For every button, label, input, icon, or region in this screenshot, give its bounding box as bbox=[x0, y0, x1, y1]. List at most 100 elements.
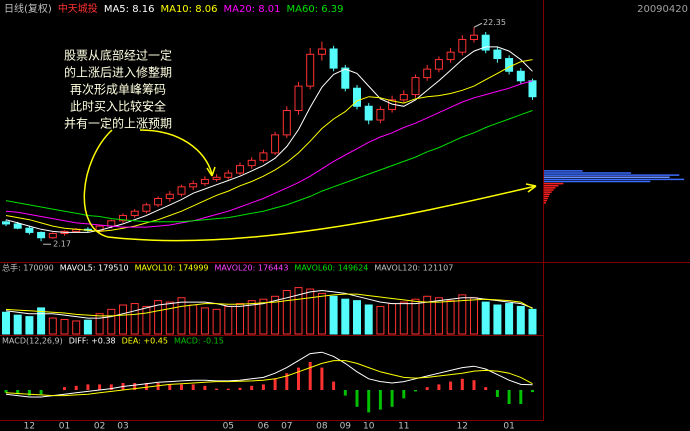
ma-line bbox=[5, 59, 533, 232]
x-tick-label: 12 bbox=[457, 422, 468, 431]
ma-line bbox=[5, 110, 533, 223]
candle-body bbox=[25, 227, 34, 233]
volume-bar bbox=[329, 295, 338, 335]
x-tick-label: 05 bbox=[223, 422, 234, 431]
low-label: 2.17 bbox=[53, 240, 71, 249]
arrow-head bbox=[206, 166, 216, 177]
candle-body bbox=[107, 220, 116, 227]
candle-body bbox=[48, 232, 57, 239]
x-tick-label: 09 bbox=[340, 422, 352, 431]
candle-body bbox=[200, 178, 209, 185]
volume-bar bbox=[271, 295, 280, 335]
candle-body bbox=[364, 105, 373, 121]
candle-body bbox=[493, 49, 502, 60]
annotation-arrows bbox=[83, 129, 537, 242]
volume-bar bbox=[119, 304, 127, 335]
volume-bar bbox=[247, 300, 256, 335]
candle-body bbox=[37, 231, 46, 239]
candle-body bbox=[341, 67, 350, 89]
x-tick-label: 01 bbox=[59, 422, 70, 431]
volume-bar bbox=[423, 295, 432, 335]
x-tick-label: 12 bbox=[24, 422, 35, 431]
x-tick-label: 10 bbox=[363, 422, 375, 431]
candle-body bbox=[119, 214, 127, 222]
annotation-text: 此时买入比较安全 bbox=[70, 99, 166, 114]
candle-body bbox=[411, 77, 420, 96]
volume-bar bbox=[411, 298, 420, 335]
annotation-text: 并有一定的上涨预期 bbox=[64, 116, 172, 131]
arrow bbox=[139, 129, 213, 175]
x-tick-label: 08 bbox=[316, 422, 328, 431]
candle-body bbox=[2, 221, 10, 225]
candle-body bbox=[329, 48, 338, 69]
legend-entry: 日线(复权) bbox=[4, 2, 52, 15]
volume-bar bbox=[458, 294, 467, 335]
volume-bar bbox=[165, 301, 174, 335]
candle-body bbox=[212, 176, 221, 180]
candle-body bbox=[13, 223, 22, 229]
high-label: 22.35 bbox=[483, 18, 506, 27]
volume-bar bbox=[388, 303, 397, 335]
volume-bar bbox=[200, 307, 209, 335]
volume-bar bbox=[189, 304, 198, 335]
ma-line bbox=[5, 80, 533, 228]
x-tick-label: 02 bbox=[94, 422, 105, 431]
candle-body bbox=[458, 38, 467, 53]
volume-bar bbox=[130, 303, 139, 335]
volume-bar bbox=[37, 307, 46, 335]
volume-bar bbox=[2, 311, 10, 335]
volume-bar bbox=[364, 304, 373, 335]
legend-entry: MA20: 8.01 bbox=[223, 4, 280, 15]
volume-bar bbox=[259, 298, 268, 335]
candle-body bbox=[446, 51, 455, 61]
candle-body bbox=[142, 204, 151, 212]
legend-entry: DIFF: +0.38 bbox=[69, 337, 116, 346]
legend-entry: MAVOL20: 176443 bbox=[215, 264, 289, 273]
volume-bar bbox=[505, 303, 514, 335]
legend-entry: MAVOL120: 121107 bbox=[374, 264, 453, 273]
candle-body bbox=[353, 87, 361, 107]
annotation-text: 再次形成单峰筹码 bbox=[70, 83, 166, 97]
x-tick-label: 11 bbox=[398, 422, 409, 431]
volume-bar bbox=[516, 305, 525, 335]
candle-body bbox=[224, 172, 233, 178]
candle-body bbox=[236, 165, 244, 174]
volume-bar bbox=[306, 288, 315, 335]
candle-body bbox=[154, 198, 163, 206]
volume-bar bbox=[282, 290, 291, 335]
date: 20090420 bbox=[637, 4, 688, 15]
candle-body bbox=[247, 159, 256, 167]
x-tick-label: 01 bbox=[503, 422, 514, 431]
volume-bar bbox=[528, 308, 537, 335]
candle-body bbox=[481, 34, 490, 51]
volume-bar bbox=[294, 287, 303, 335]
volume-bar bbox=[434, 297, 443, 335]
volume-bar bbox=[399, 301, 408, 335]
volume-bar bbox=[13, 314, 22, 335]
macd-line bbox=[5, 360, 533, 397]
candle-body bbox=[505, 58, 514, 72]
macd-line bbox=[5, 351, 533, 398]
x-tick-label: 06 bbox=[258, 422, 270, 431]
candle-body bbox=[189, 183, 198, 188]
legend-entry: MAVOL10: 174999 bbox=[135, 264, 209, 273]
volume-bar bbox=[177, 297, 186, 335]
leader bbox=[473, 22, 483, 28]
volume-bar bbox=[25, 316, 34, 335]
annotation-text: 的上涨后进入修整期 bbox=[64, 65, 172, 80]
candle-body bbox=[271, 134, 280, 154]
candle-body bbox=[434, 59, 443, 70]
volume-bar bbox=[493, 304, 502, 335]
volume-bar bbox=[317, 292, 326, 335]
volume-bar bbox=[154, 300, 163, 335]
volume-bar bbox=[376, 305, 385, 335]
legend-entry: MA10: 8.06 bbox=[160, 4, 217, 15]
mavol-line bbox=[5, 293, 533, 317]
annotation-text: 股票从底部经过一定 bbox=[64, 48, 172, 63]
candle-body bbox=[317, 48, 326, 55]
volume-bar bbox=[212, 308, 221, 335]
legend-entry: 中天城投 bbox=[58, 2, 98, 15]
volume-bar bbox=[48, 317, 57, 335]
candle-body bbox=[423, 68, 432, 79]
